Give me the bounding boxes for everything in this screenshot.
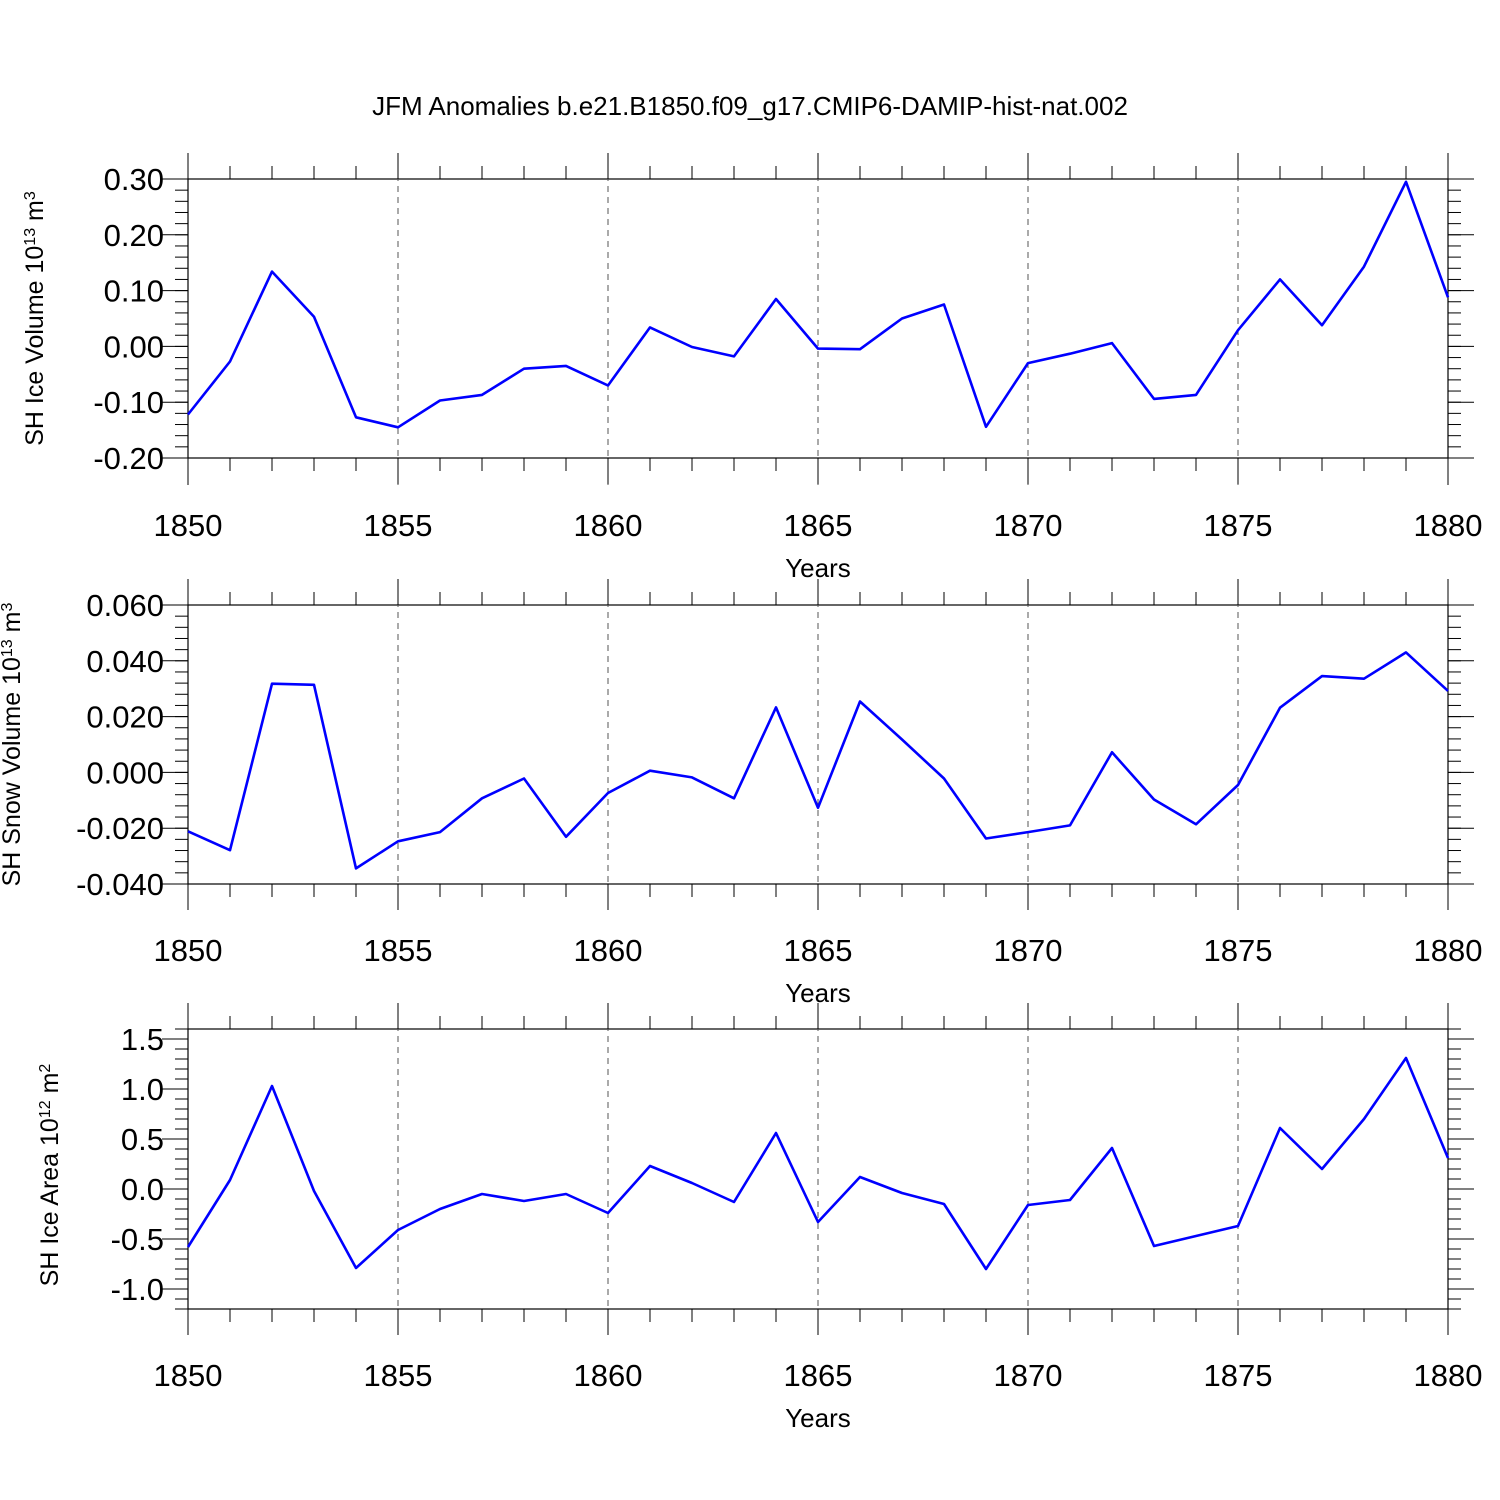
x-axis-label: Years	[785, 1403, 851, 1433]
x-tick-label: 1865	[784, 1358, 853, 1393]
x-tick-label: 1880	[1414, 933, 1483, 968]
y-tick-label: 0.020	[86, 700, 164, 735]
y-tick-label: 0.0	[121, 1172, 164, 1207]
x-tick-label: 1855	[364, 1358, 433, 1393]
figure-title: JFM Anomalies b.e21.B1850.f09_g17.CMIP6-…	[372, 91, 1128, 121]
y-tick-label: -0.5	[111, 1222, 164, 1257]
x-tick-label: 1870	[994, 1358, 1063, 1393]
x-tick-label: 1850	[154, 933, 223, 968]
y-tick-label: -0.020	[76, 811, 164, 846]
panel-ice-volume: Years SH Ice Volume 1013 m3 1850 1855 1860…	[21, 153, 1482, 583]
y-tick-label: -0.20	[93, 441, 164, 476]
x-tick-label: 1875	[1204, 1358, 1273, 1393]
x-tick-label: 1860	[574, 1358, 643, 1393]
y-tick-label: 0.040	[86, 644, 164, 679]
y-tick-label: 0.20	[104, 218, 164, 253]
y-tick-label: -0.10	[93, 385, 164, 420]
x-tick-label: 1870	[994, 933, 1063, 968]
series-line	[186, 1056, 1450, 1271]
y-tick-label: 0.30	[104, 162, 164, 197]
y-tick-label: 0.5	[121, 1122, 164, 1157]
y-axis-label: SH Ice Area 1012 m2	[36, 1064, 64, 1287]
series-line	[187, 651, 1449, 870]
y-tick-label: 0.10	[104, 274, 164, 309]
x-tick-label: 1880	[1414, 508, 1483, 543]
y-tick-label: -1.0	[111, 1272, 164, 1307]
y-tick-label: -0.040	[76, 867, 164, 902]
panel-ice-area: Years SH Ice Area 1012 m2 1850 1855 1860 18…	[36, 1003, 1482, 1433]
y-tick-label: 0.000	[86, 755, 164, 790]
x-tick-label: 1850	[154, 508, 223, 543]
x-tick-label: 1875	[1204, 508, 1273, 543]
y-tick-label: 1.5	[121, 1022, 164, 1057]
x-tick-label: 1870	[994, 508, 1063, 543]
series-line	[186, 180, 1450, 429]
x-tick-label: 1865	[784, 933, 853, 968]
y-tick-label: 1.0	[121, 1072, 164, 1107]
y-axis-label: SH Ice Volume 1013 m3	[21, 191, 49, 446]
x-tick-label: 1860	[574, 933, 643, 968]
y-axis-label: SH Snow Volume 1013 m3	[0, 603, 26, 887]
x-axis-label: Years	[785, 553, 851, 583]
panel-snow-volume: Years SH Snow Volume 1013 m3 1850 1855 186…	[0, 579, 1482, 1008]
y-tick-label: 0.060	[86, 588, 164, 623]
x-tick-label: 1855	[364, 933, 433, 968]
x-tick-label: 1850	[154, 1358, 223, 1393]
x-tick-label: 1855	[364, 508, 433, 543]
y-tick-label: 0.00	[104, 329, 164, 364]
x-tick-label: 1875	[1204, 933, 1273, 968]
x-tick-label: 1880	[1414, 1358, 1483, 1393]
x-tick-label: 1860	[574, 508, 643, 543]
x-tick-label: 1865	[784, 508, 853, 543]
